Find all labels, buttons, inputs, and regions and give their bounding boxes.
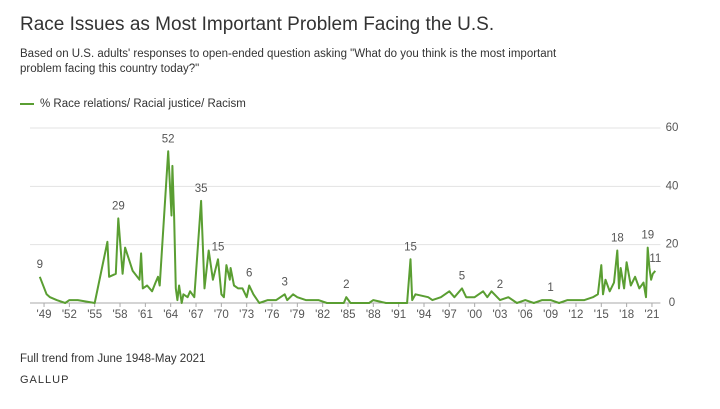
data-label: 6: [246, 268, 252, 280]
y-tick-label: 60: [666, 122, 679, 134]
data-label: 2: [343, 279, 349, 291]
data-label: 3: [281, 276, 287, 288]
x-tick-label: '12: [568, 309, 583, 321]
data-label: 5: [459, 270, 465, 282]
x-tick-label: '97: [442, 309, 457, 321]
legend: % Race relations/ Racial justice/ Racism: [20, 98, 246, 110]
x-tick-label: '21: [644, 309, 659, 321]
x-tick-label: '64: [163, 309, 179, 321]
x-tick-label: '94: [416, 309, 432, 321]
x-tick-label: '15: [594, 309, 609, 321]
x-tick-label: '06: [518, 309, 533, 321]
x-tick-label: '88: [366, 309, 381, 321]
data-label: 15: [212, 241, 225, 253]
x-tick-label: '09: [543, 309, 558, 321]
data-label: 2: [497, 279, 503, 291]
data-label: 18: [611, 233, 624, 245]
source: GALLUP: [20, 374, 70, 386]
x-tick-label: '55: [87, 309, 102, 321]
y-tick-label: 40: [666, 180, 679, 192]
x-tick-label: '03: [492, 309, 507, 321]
x-tick-label: '73: [239, 309, 254, 321]
data-label: 11: [649, 253, 661, 265]
legend-label: % Race relations/ Racial justice/ Racism: [40, 98, 246, 110]
x-tick-label: '00: [467, 309, 482, 321]
data-label: 15: [404, 241, 417, 253]
chart-subtitle: Based on U.S. adults' responses to open-…: [20, 48, 557, 75]
x-tick-label: '58: [113, 309, 128, 321]
x-tick-label: '67: [189, 309, 204, 321]
x-tick-label: '79: [290, 309, 305, 321]
chart-title: Race Issues as Most Important Problem Fa…: [20, 14, 495, 35]
data-label: 52: [162, 133, 175, 145]
x-tick-label: '18: [619, 309, 634, 321]
x-tick-label: '91: [391, 309, 406, 321]
legend-swatch: [20, 103, 34, 105]
data-label: 9: [37, 259, 43, 271]
footnote: Full trend from June 1948-May 2021: [20, 353, 206, 365]
data-label: 29: [112, 200, 125, 212]
x-tick-label: '82: [315, 309, 330, 321]
x-tick-label: '70: [214, 309, 229, 321]
x-tick-label: '61: [138, 309, 153, 321]
y-tick-label: 20: [666, 239, 679, 251]
y-tick-label: 0: [669, 297, 675, 309]
x-tick-label: '49: [37, 309, 52, 321]
data-label: 19: [641, 230, 654, 242]
data-label: 1: [547, 282, 553, 294]
data-line: [38, 150, 657, 304]
x-tick-label: '76: [265, 309, 280, 321]
data-label: 35: [195, 183, 208, 195]
x-tick-label: '52: [62, 309, 77, 321]
x-tick-label: '85: [341, 309, 356, 321]
